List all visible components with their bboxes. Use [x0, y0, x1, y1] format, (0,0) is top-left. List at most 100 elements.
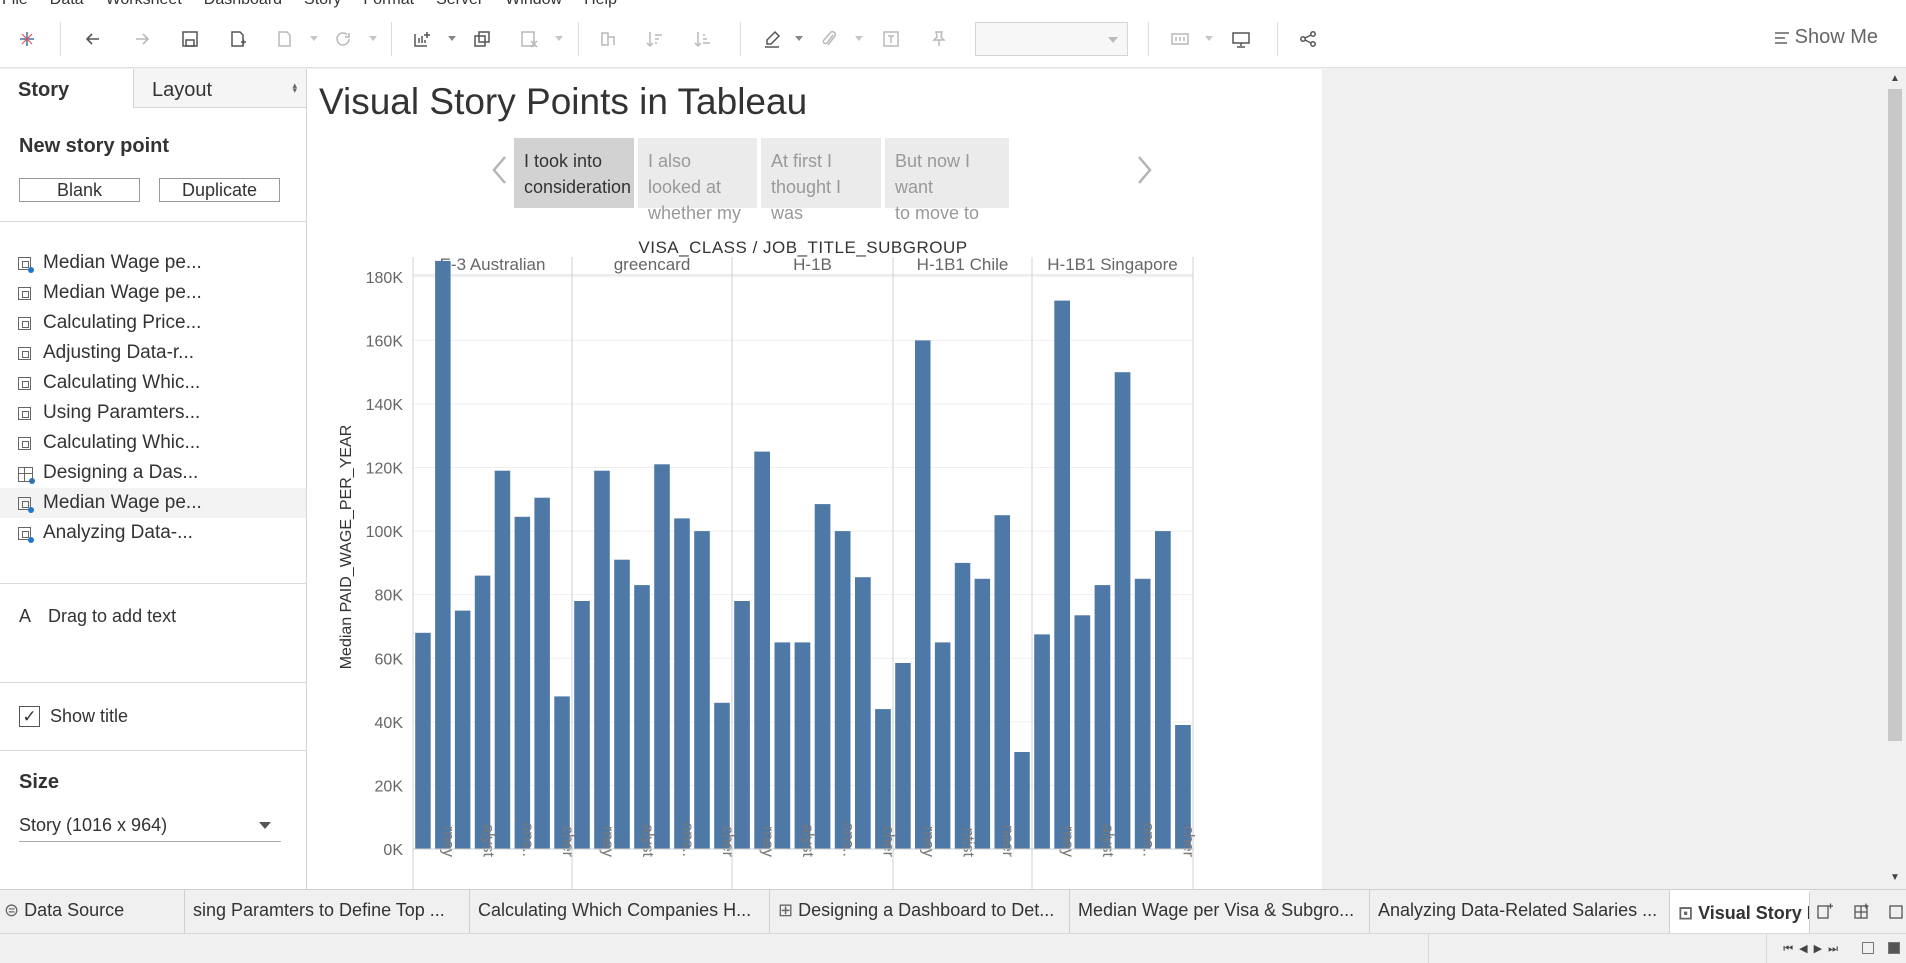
- vertical-scrollbar[interactable]: ▲ ▼: [1884, 69, 1906, 889]
- scroll-down-icon[interactable]: ▼: [1890, 872, 1900, 883]
- new-story-tab-icon[interactable]: [1888, 902, 1906, 920]
- sheet-icon: [18, 316, 31, 330]
- story-point-caption[interactable]: But now I want to move to: [885, 138, 1009, 223]
- sheet-tab[interactable]: ⊡ Visual Story P: [1670, 890, 1810, 933]
- sheet-tab[interactable]: Median Wage per Visa & Subgro...: [1070, 890, 1370, 933]
- sheet-tab[interactable]: ⊞ Designing a Dashboard to Det...: [770, 890, 1070, 933]
- chart-title: VISA_CLASS / JOB_TITLE_SUBGROUP: [638, 238, 967, 257]
- duplicate-sheet-icon[interactable]: [471, 28, 493, 50]
- sheet-tab[interactable]: Calculating Which Companies H...: [470, 890, 770, 933]
- sheet-icon: [18, 346, 31, 360]
- tab-layout-label: Layout: [152, 79, 213, 101]
- bar: [834, 531, 851, 849]
- new-dashboard-tab-icon[interactable]: [1853, 902, 1871, 920]
- presentation-icon[interactable]: [1230, 28, 1252, 50]
- canvas-background: [1322, 69, 1884, 889]
- highlight-icon[interactable]: [761, 28, 783, 50]
- bar: [1074, 615, 1091, 849]
- show-me-button[interactable]: Show Me: [1774, 26, 1878, 49]
- panel-header: H-1B1 Singapore: [1047, 255, 1177, 274]
- new-worksheet-icon[interactable]: [411, 28, 433, 50]
- pin-icon[interactable]: [927, 28, 949, 50]
- menu-help[interactable]: Help: [584, 0, 617, 8]
- fit-dropdown[interactable]: [975, 22, 1128, 56]
- x-tick-label: alyst: [479, 824, 496, 857]
- story-point-item[interactable]: Calculating Whic...: [0, 428, 306, 458]
- share-icon[interactable]: [1297, 28, 1319, 50]
- tab-data-source[interactable]: ⊜ Data Source: [0, 890, 185, 933]
- next-story-point-button[interactable]: [1133, 153, 1155, 187]
- size-dropdown[interactable]: Story (1016 x 964): [19, 812, 281, 842]
- story-point-caption[interactable]: I also looked at whether my: [638, 138, 757, 223]
- story-point-caption[interactable]: At first I thought I was: [761, 138, 881, 223]
- show-title-toggle[interactable]: ✓ Show title: [19, 706, 128, 727]
- undo-icon[interactable]: [82, 28, 104, 50]
- show-sheet-sorter-icon[interactable]: [1862, 942, 1874, 954]
- story-point-item[interactable]: Using Paramters...: [0, 398, 306, 428]
- tab-story[interactable]: Story: [0, 69, 134, 108]
- sheet-tab-bar: ⊜ Data Source sing Paramters to Define T…: [0, 889, 1906, 933]
- refresh-icon[interactable]: [332, 28, 354, 50]
- data-source-icon: ⊜: [4, 900, 25, 920]
- drag-text-item[interactable]: A Drag to add text: [19, 606, 176, 627]
- caption-line: thought I was: [771, 177, 842, 223]
- sheet-icon: [18, 376, 31, 390]
- scroll-up-icon[interactable]: ▲: [1890, 73, 1900, 84]
- x-tick-label: alyst: [639, 824, 656, 857]
- duplicate-button[interactable]: Duplicate: [159, 178, 280, 202]
- story-point-item[interactable]: Calculating Whic...: [0, 368, 306, 398]
- menu-story[interactable]: Story: [304, 0, 341, 8]
- story-point-item[interactable]: Analyzing Data-...: [0, 518, 306, 548]
- bar: [1114, 372, 1131, 849]
- story-point-item[interactable]: Median Wage pe...: [0, 248, 306, 278]
- tableau-logo-icon[interactable]: [16, 28, 38, 50]
- swap-icon[interactable]: [597, 28, 619, 50]
- sort-ascending-icon[interactable]: [644, 28, 666, 50]
- show-me-label: Show Me: [1794, 26, 1878, 48]
- tab-layout[interactable]: Layout ▴ ▾: [134, 69, 306, 108]
- story-point-item[interactable]: Adjusting Data-r...: [0, 338, 306, 368]
- menu-format[interactable]: Format: [363, 0, 414, 8]
- menu-server[interactable]: Server: [436, 0, 483, 8]
- bar: [1094, 585, 1111, 849]
- sort-descending-icon[interactable]: [692, 28, 714, 50]
- group-icon[interactable]: [818, 28, 840, 50]
- story-point-caption[interactable]: I took into consideration: [514, 138, 634, 208]
- new-worksheet-tab-icon[interactable]: [1816, 902, 1834, 920]
- story-point-item[interactable]: Median Wage pe...: [0, 488, 306, 518]
- fit-icon[interactable]: [1169, 28, 1191, 50]
- show-me-icon: [1774, 31, 1789, 44]
- labels-icon[interactable]: [880, 28, 902, 50]
- story-point-item[interactable]: Designing a Das...: [0, 458, 306, 488]
- clear-sheet-icon[interactable]: [518, 28, 540, 50]
- scroll-thumb[interactable]: [1888, 89, 1902, 741]
- redo-icon[interactable]: [131, 28, 153, 50]
- sheet-tab[interactable]: Analyzing Data-Related Salaries ...: [1370, 890, 1670, 933]
- menu-data[interactable]: Data: [50, 0, 84, 8]
- story-point-item[interactable]: Calculating Price...: [0, 308, 306, 338]
- bar: [415, 632, 431, 849]
- menu-file[interactable]: File: [2, 0, 28, 8]
- previous-story-point-button[interactable]: [489, 153, 511, 187]
- x-tick-label: cher: [880, 826, 897, 858]
- new-data-source-icon[interactable]: [227, 28, 249, 50]
- story-point-item[interactable]: Median Wage pe...: [0, 278, 306, 308]
- sheet-navigation-arrows[interactable]: ⏮◀▶⏭: [1783, 943, 1844, 955]
- x-tick-label: cher: [719, 826, 736, 858]
- y-tick-label: 180K: [366, 270, 404, 287]
- pause-auto-updates-icon[interactable]: [273, 28, 295, 50]
- menu-worksheet[interactable]: Worksheet: [106, 0, 182, 8]
- show-tabs-icon[interactable]: [1888, 942, 1900, 954]
- y-tick-label: 20K: [375, 778, 404, 795]
- save-icon[interactable]: [179, 28, 201, 50]
- sheet-tab-label: Designing a Dashboard to Det...: [798, 900, 1055, 920]
- blank-button[interactable]: Blank: [19, 178, 140, 202]
- bar: [1175, 725, 1191, 849]
- show-title-checkbox[interactable]: ✓: [19, 706, 40, 727]
- panel-header: E-3 Australian: [440, 255, 546, 274]
- caption-line: consideration: [524, 177, 632, 197]
- sheet-tab[interactable]: sing Paramters to Define Top ...: [185, 890, 470, 933]
- menu-window[interactable]: Window: [505, 0, 562, 8]
- bar: [794, 642, 811, 849]
- menu-dashboard[interactable]: Dashboard: [204, 0, 282, 8]
